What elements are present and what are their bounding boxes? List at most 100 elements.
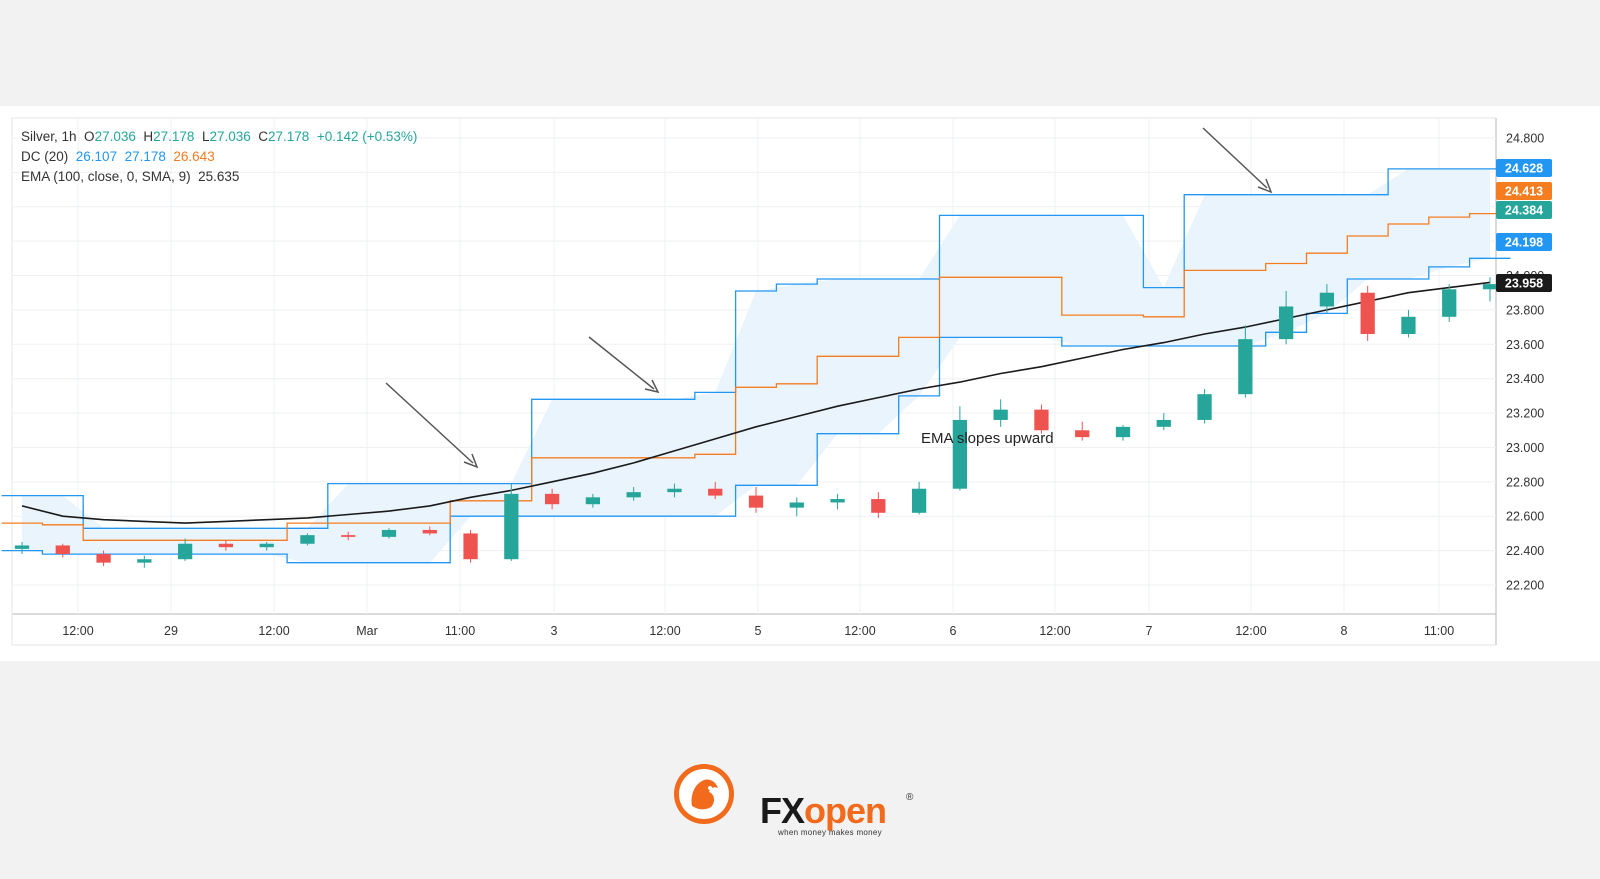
brand-fx: FX [760,790,805,831]
price-badge-text: 24.384 [1505,204,1543,218]
arrow-2 [588,336,660,394]
symbol-label: Silver, 1h [21,129,77,144]
x-tick-label: 11:00 [445,624,475,638]
x-tick-label: 12:00 [1039,624,1070,638]
candle-body [1360,292,1375,334]
candle [748,487,764,513]
legend-ohlc-row: Silver, 1h O27.036 H27.178 L27.036 C27.1… [21,127,417,147]
price-badge-text: 24.628 [1505,162,1543,176]
candle [1075,421,1090,441]
price-badge-bg [1496,233,1552,251]
price-badge-text: 23.958 [1505,277,1543,291]
price-badge-text: 24.198 [1505,236,1543,250]
x-tick-label: 12:00 [62,624,93,638]
candle [1401,309,1416,338]
close-value: 27.178 [268,129,310,144]
high-label: H [143,129,154,144]
price-badge-bg [1496,201,1552,219]
brand-tagline: when money makes money [778,828,882,837]
candle-body [1115,426,1131,438]
high-value: 27.178 [153,129,195,144]
candle [667,483,682,498]
brand-registered: ® [906,792,914,803]
candle [1238,325,1253,398]
x-tick-label: 6 [950,624,957,638]
candle [137,555,152,568]
x-tick-label: 12:00 [1235,624,1266,638]
dc-upper-value: 27.178 [124,149,166,164]
candle-body [667,488,682,493]
dc-fill [22,168,1490,563]
candle-body [14,545,30,549]
candle [218,540,234,551]
candle [341,531,356,541]
price-badge-bg [1496,159,1552,177]
price-labels: 24.628 24.413 24.384 24.198 23.958 [1496,159,1552,292]
candle [96,550,111,567]
y-axis-ticks: 24.80024.60024.40024.20024.00023.80023.6… [1506,132,1544,593]
candle [177,538,193,561]
candle-body [1238,339,1253,395]
candle [1197,389,1212,424]
candles [14,277,1498,568]
legend-dc-row: DC (20) 26.107 27.178 26.643 [21,147,417,167]
dc-lower-line [1,257,1511,564]
x-tick-label: 12:00 [844,624,875,638]
y-tick-label: 23.600 [1506,338,1544,352]
candle-body [177,543,193,560]
candle [626,487,641,501]
candle-body [1401,316,1416,334]
candle-body [55,545,70,555]
candle-body [422,529,437,534]
y-tick-label: 23.200 [1506,407,1544,421]
price-badge-bg [1496,274,1552,292]
candle [871,492,886,518]
chart-legend: Silver, 1h O27.036 H27.178 L27.036 C27.1… [21,127,417,187]
dc-lower-value: 26.107 [75,149,118,164]
x-tick-label: Mar [356,624,378,638]
candle [422,526,437,536]
candle [504,483,519,561]
fxopen-logo-icon [674,764,734,824]
candle-body [626,492,641,498]
candle-body [544,493,560,505]
open-label: O [84,129,95,144]
candle-body [1319,292,1335,307]
y-tick-label: 22.400 [1506,544,1544,558]
candle [993,399,1008,427]
price-badge: 24.628 [1496,159,1552,177]
candle [300,533,315,546]
candle-body [1075,430,1090,438]
price-badge-text: 24.413 [1505,185,1543,199]
candle-body [1482,284,1498,290]
brand-open: open [804,790,887,831]
candle [708,481,723,500]
x-tick-label: 29 [164,624,178,638]
dc-label: DC (20) [21,149,69,164]
candle-body [218,543,234,548]
annotation-text: EMA slopes upward [921,430,1054,447]
y-tick-label: 24.800 [1506,132,1544,146]
candle [55,543,70,558]
candle [1034,404,1049,434]
candle-body [259,543,274,548]
candle [1482,277,1498,302]
candle-body [1442,289,1457,317]
candle-body [137,559,152,563]
arrow-1 [385,382,479,469]
low-value: 27.036 [209,129,251,144]
candle-body [1278,306,1294,340]
x-tick-label: 12:00 [649,624,680,638]
dc-channel-fill [22,168,1490,563]
candle-body [871,499,886,513]
candle [1360,285,1375,341]
candle-body [300,535,315,544]
price-badge: 24.413 [1496,182,1552,200]
candle [952,406,968,491]
x-tick-label: 5 [755,624,762,638]
candle [259,542,274,551]
price-badge-bg [1496,182,1552,200]
candle [14,542,30,555]
open-value: 27.036 [94,129,136,144]
